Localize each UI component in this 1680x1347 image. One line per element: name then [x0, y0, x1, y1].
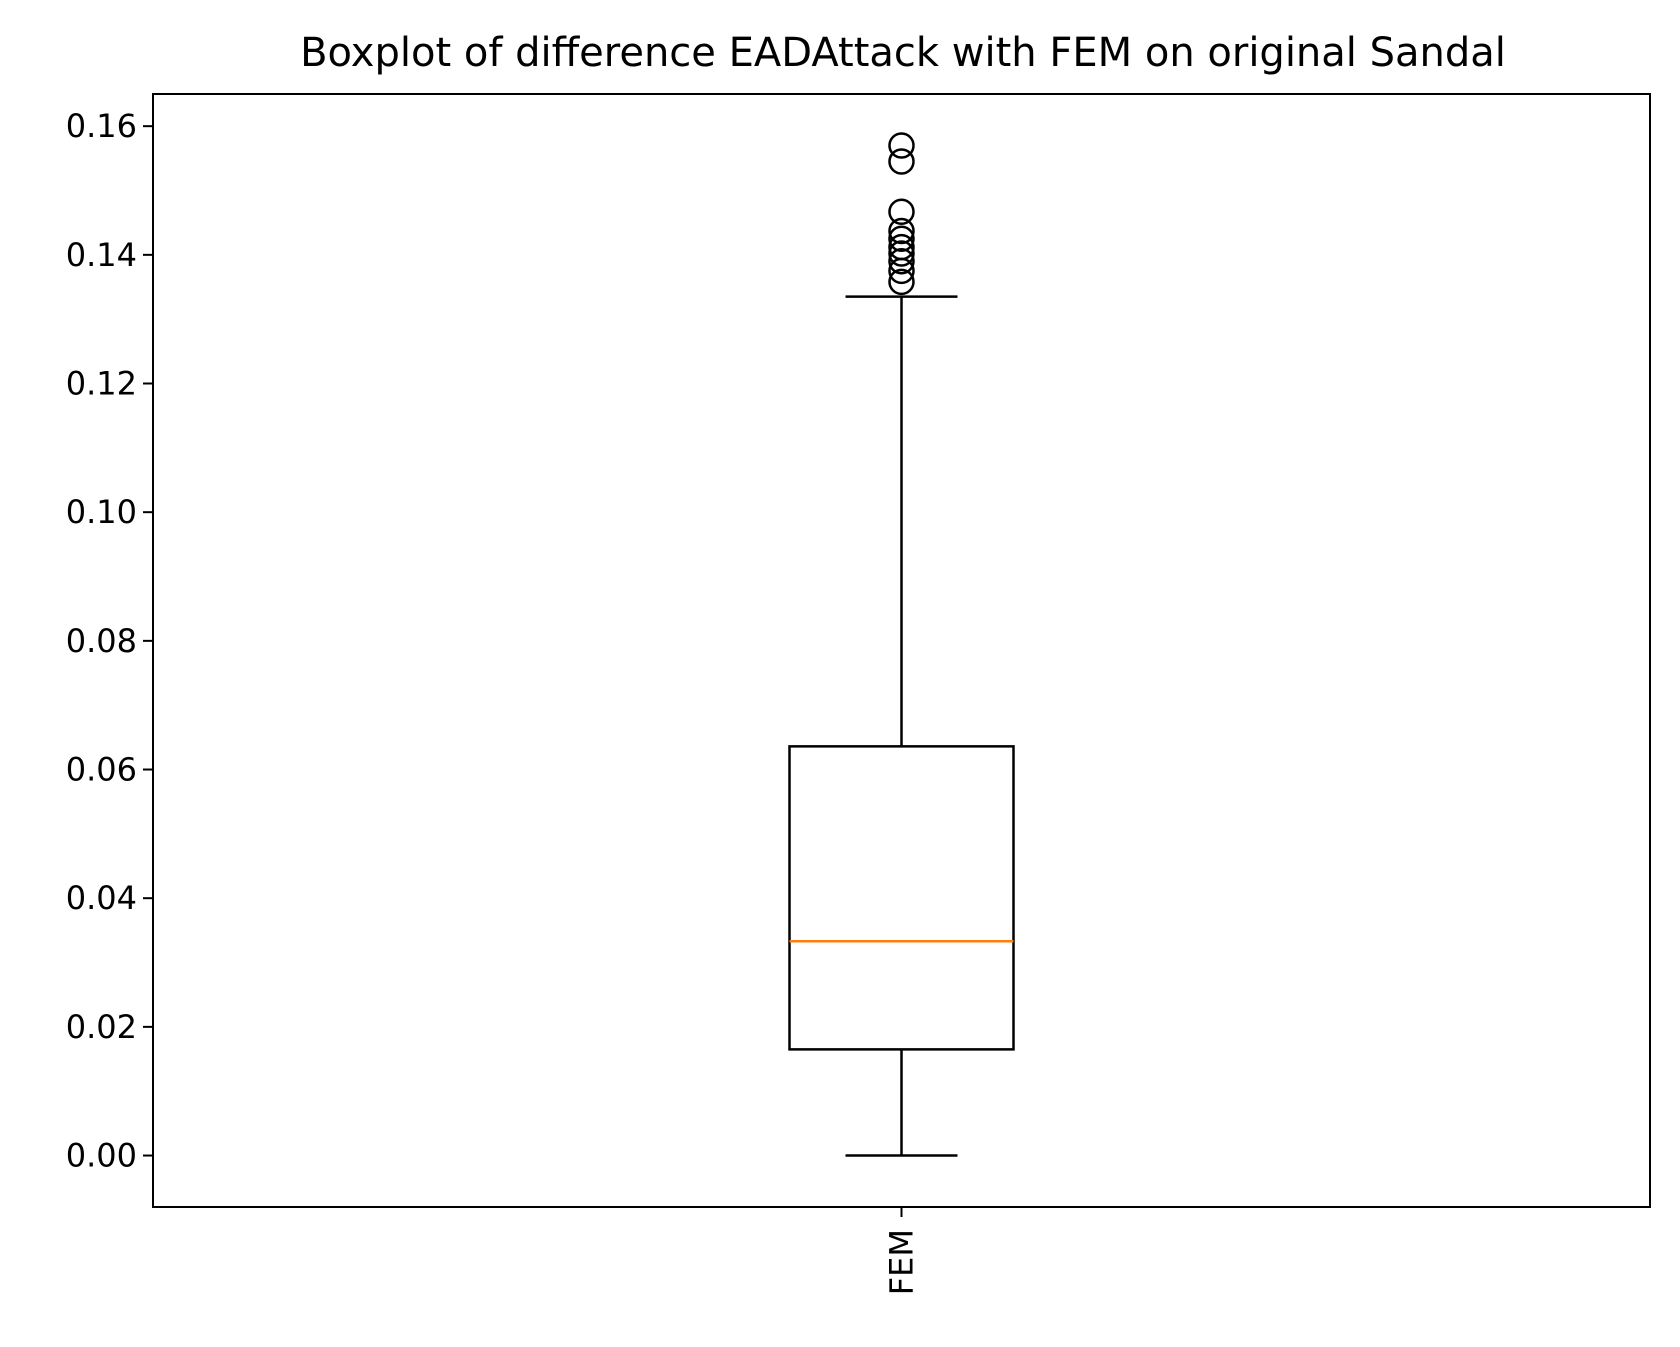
outlier-point [888, 132, 915, 159]
plot-area: 0.00 0.02 0.04 0.06 0.08 0.10 0.12 0.14 0.16 FEM [66, 93, 1651, 1295]
outlier-point [888, 225, 915, 253]
outlier-point [888, 248, 915, 275]
outlier-point [888, 268, 915, 296]
chart-title: Boxplot of difference EADAttack with FEM… [300, 30, 1506, 76]
outlier-point [888, 240, 915, 267]
x-tick-label: FEM [883, 1229, 921, 1295]
y-tick-label: 0.04 [66, 879, 137, 917]
y-tick-label: 0.08 [66, 622, 137, 660]
outlier-point [888, 198, 915, 225]
y-tick-label: 0.02 [66, 1008, 137, 1046]
y-tick-label: 0.14 [66, 236, 137, 274]
outlier-point [888, 148, 915, 175]
y-tick-label: 0.12 [66, 365, 137, 403]
y-tick-label: 0.16 [66, 107, 137, 145]
y-tick-label: 0.06 [66, 751, 137, 789]
outlier-point [888, 217, 915, 245]
outlier-point [888, 233, 915, 261]
iqr-box [788, 745, 1015, 1051]
y-tick-label: 0.00 [66, 1137, 137, 1175]
y-tick-label: 0.10 [66, 493, 137, 531]
